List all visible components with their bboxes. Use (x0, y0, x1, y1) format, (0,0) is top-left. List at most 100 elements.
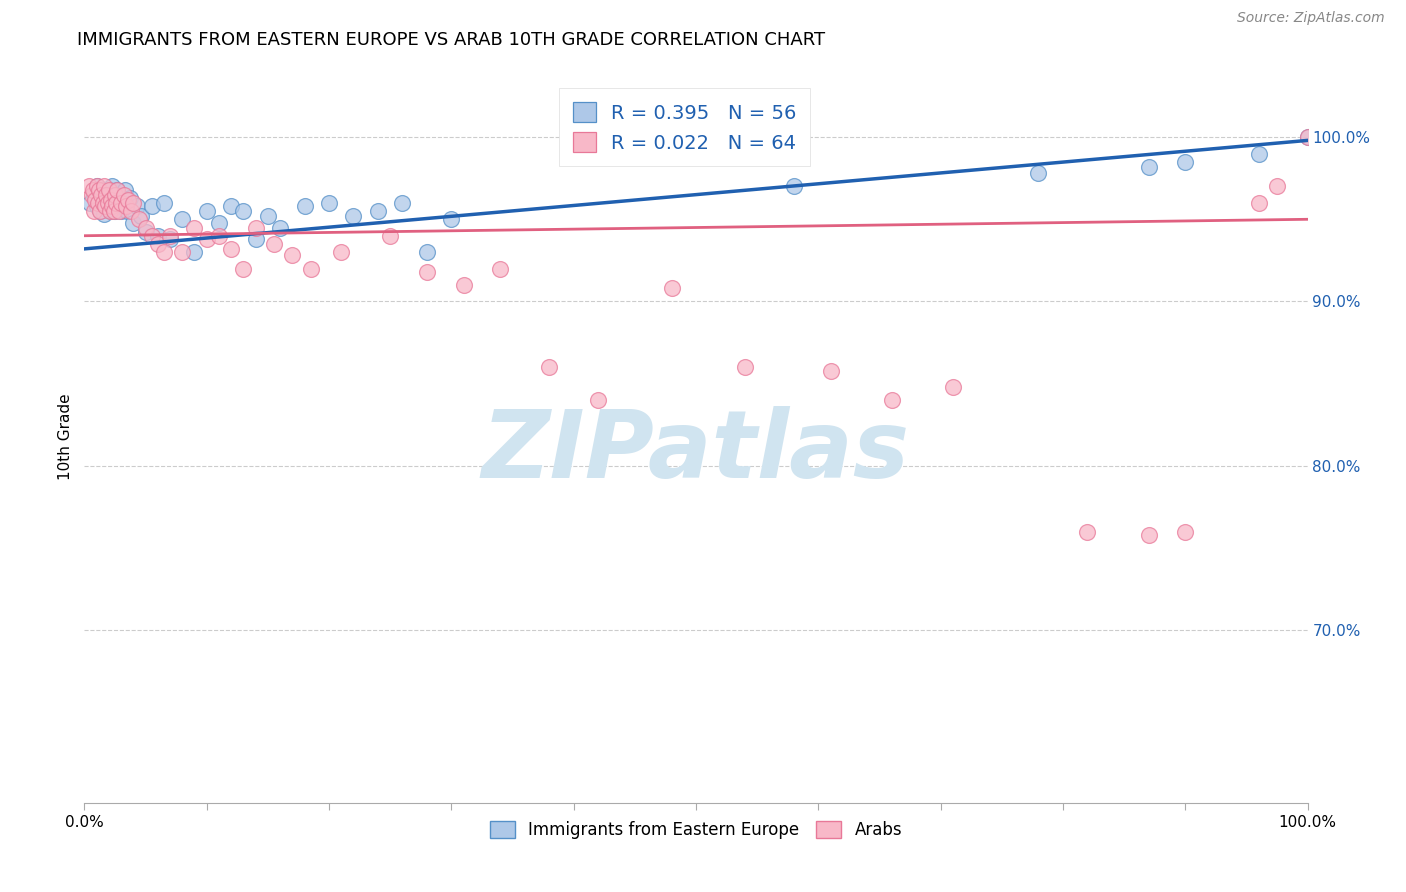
Point (416, 245, 439, 260)
Point (183, 245, 205, 260)
Point (125, 199, 148, 213)
Point (82, 183, 104, 197)
Point (141, 228, 163, 243)
Point (1296, 130, 1319, 145)
Point (153, 195, 176, 210)
Point (96, 187, 118, 202)
Point (83, 204, 105, 219)
Point (79, 195, 101, 210)
Point (172, 212, 194, 227)
Point (110, 195, 132, 210)
Point (100, 193, 122, 207)
Point (208, 228, 231, 243)
Point (104, 187, 127, 202)
Point (195, 204, 218, 219)
Point (294, 199, 316, 213)
Point (820, 363, 842, 377)
Point (80, 187, 103, 202)
Point (146, 236, 169, 251)
Point (83, 187, 105, 202)
Point (107, 204, 129, 219)
Point (367, 204, 389, 219)
Point (100, 204, 122, 219)
Point (107, 199, 129, 213)
Point (232, 261, 254, 276)
Point (942, 380, 965, 394)
Point (87, 183, 110, 197)
Point (172, 245, 194, 260)
Point (77, 179, 100, 194)
Point (112, 187, 135, 202)
Point (115, 199, 138, 213)
Point (94, 187, 117, 202)
Point (105, 195, 128, 210)
Point (318, 195, 340, 210)
Point (232, 204, 254, 219)
Point (281, 248, 304, 262)
Point (86, 179, 108, 194)
Point (783, 179, 806, 194)
Point (118, 191, 141, 205)
Point (342, 209, 364, 223)
Point (586, 393, 609, 408)
Point (661, 281, 683, 295)
Point (103, 204, 125, 219)
Point (87, 195, 110, 210)
Point (135, 220, 157, 235)
Point (183, 220, 205, 235)
Point (111, 195, 134, 210)
Point (129, 209, 152, 223)
Point (330, 245, 353, 260)
Point (153, 245, 176, 260)
Point (299, 261, 322, 276)
Point (1265, 179, 1288, 194)
Point (135, 226, 157, 240)
Point (880, 393, 903, 408)
Point (97, 183, 120, 197)
Point (87, 193, 110, 207)
Point (122, 216, 145, 230)
Point (97, 193, 120, 207)
Point (91, 195, 114, 210)
Point (120, 204, 142, 219)
Point (1174, 154, 1197, 169)
Point (93, 179, 115, 194)
Point (489, 261, 512, 276)
Text: Source: ZipAtlas.com: Source: ZipAtlas.com (1237, 11, 1385, 25)
Point (122, 195, 145, 210)
Y-axis label: 10th Grade: 10th Grade (58, 393, 73, 481)
Point (263, 236, 285, 251)
Point (97, 195, 120, 210)
Point (159, 232, 181, 246)
Point (159, 228, 181, 243)
Point (416, 265, 439, 279)
Point (84, 193, 107, 207)
Point (1076, 524, 1098, 539)
Point (538, 360, 561, 375)
Point (1296, 130, 1319, 145)
Point (94, 199, 117, 213)
Point (101, 179, 124, 194)
Point (208, 216, 231, 230)
Point (105, 187, 128, 202)
Point (97, 195, 120, 210)
Point (1247, 195, 1270, 210)
Point (1174, 524, 1197, 539)
Point (245, 232, 267, 246)
Point (117, 193, 139, 207)
Point (1028, 166, 1050, 180)
Point (195, 232, 218, 246)
Point (91, 195, 114, 210)
Point (245, 220, 267, 235)
Point (86, 179, 108, 194)
Point (90, 187, 112, 202)
Point (269, 220, 291, 235)
Point (104, 204, 127, 219)
Point (89, 204, 111, 219)
Point (86, 199, 108, 213)
Point (98, 204, 121, 219)
Point (105, 183, 128, 197)
Point (105, 183, 128, 197)
Point (114, 183, 136, 197)
Point (1137, 160, 1160, 174)
